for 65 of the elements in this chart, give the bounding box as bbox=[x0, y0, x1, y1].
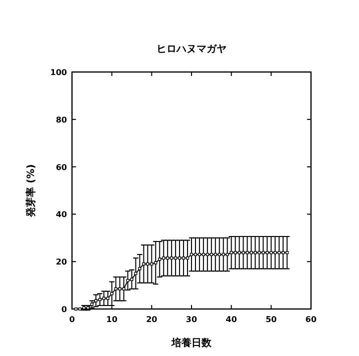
point bbox=[126, 279, 130, 282]
point bbox=[270, 251, 273, 254]
point bbox=[130, 278, 134, 281]
point bbox=[122, 287, 126, 290]
point bbox=[186, 256, 190, 260]
point bbox=[198, 252, 202, 256]
point bbox=[134, 272, 138, 275]
y-tick-label: 80 bbox=[56, 115, 68, 124]
point bbox=[138, 267, 142, 270]
point bbox=[174, 256, 178, 260]
point bbox=[250, 251, 253, 254]
point bbox=[238, 251, 241, 254]
point bbox=[258, 251, 261, 254]
point bbox=[254, 251, 257, 254]
point bbox=[278, 251, 281, 254]
point bbox=[274, 251, 277, 254]
point bbox=[218, 252, 221, 256]
point bbox=[222, 252, 225, 256]
point bbox=[102, 296, 106, 300]
point bbox=[146, 262, 150, 266]
point bbox=[246, 251, 249, 254]
point bbox=[262, 251, 265, 254]
point bbox=[178, 256, 182, 260]
x-tick-label: 40 bbox=[226, 315, 238, 324]
point bbox=[202, 252, 205, 256]
point bbox=[170, 256, 174, 260]
point bbox=[94, 299, 98, 302]
y-tick-label: 0 bbox=[61, 305, 68, 314]
point bbox=[114, 287, 118, 290]
point bbox=[162, 256, 166, 260]
point bbox=[154, 261, 158, 264]
y-axis-title: 発芽率 (%) bbox=[25, 164, 37, 218]
point bbox=[106, 296, 110, 300]
y-tick-label: 40 bbox=[56, 210, 68, 220]
point bbox=[242, 251, 245, 254]
point bbox=[266, 251, 269, 254]
point bbox=[206, 252, 209, 256]
point bbox=[110, 292, 114, 296]
x-tick-label: 10 bbox=[106, 315, 118, 324]
point bbox=[234, 251, 237, 254]
y-tick-label: 100 bbox=[50, 68, 68, 77]
x-axis-title: 培養日数 bbox=[170, 337, 212, 349]
point bbox=[98, 298, 102, 302]
x-tick-label: 30 bbox=[186, 315, 198, 324]
point bbox=[230, 251, 233, 254]
point bbox=[182, 256, 186, 260]
point bbox=[214, 252, 217, 256]
point bbox=[150, 262, 154, 266]
y-tick-label: 20 bbox=[56, 258, 68, 267]
y-tick-label: 60 bbox=[56, 162, 68, 172]
point bbox=[166, 256, 170, 260]
x-tick-label: 50 bbox=[266, 315, 278, 324]
x-tick-label: 60 bbox=[305, 315, 317, 324]
point bbox=[142, 262, 146, 266]
point bbox=[210, 252, 213, 256]
point bbox=[226, 252, 229, 256]
x-tick-label: 0 bbox=[69, 315, 76, 324]
point bbox=[158, 258, 162, 261]
point bbox=[286, 251, 289, 254]
chart-title: ヒロハヌマガヤ bbox=[156, 44, 226, 55]
point bbox=[194, 252, 198, 256]
point bbox=[282, 251, 285, 254]
point bbox=[190, 252, 194, 256]
x-tick-label: 20 bbox=[146, 315, 158, 324]
point bbox=[118, 287, 122, 290]
